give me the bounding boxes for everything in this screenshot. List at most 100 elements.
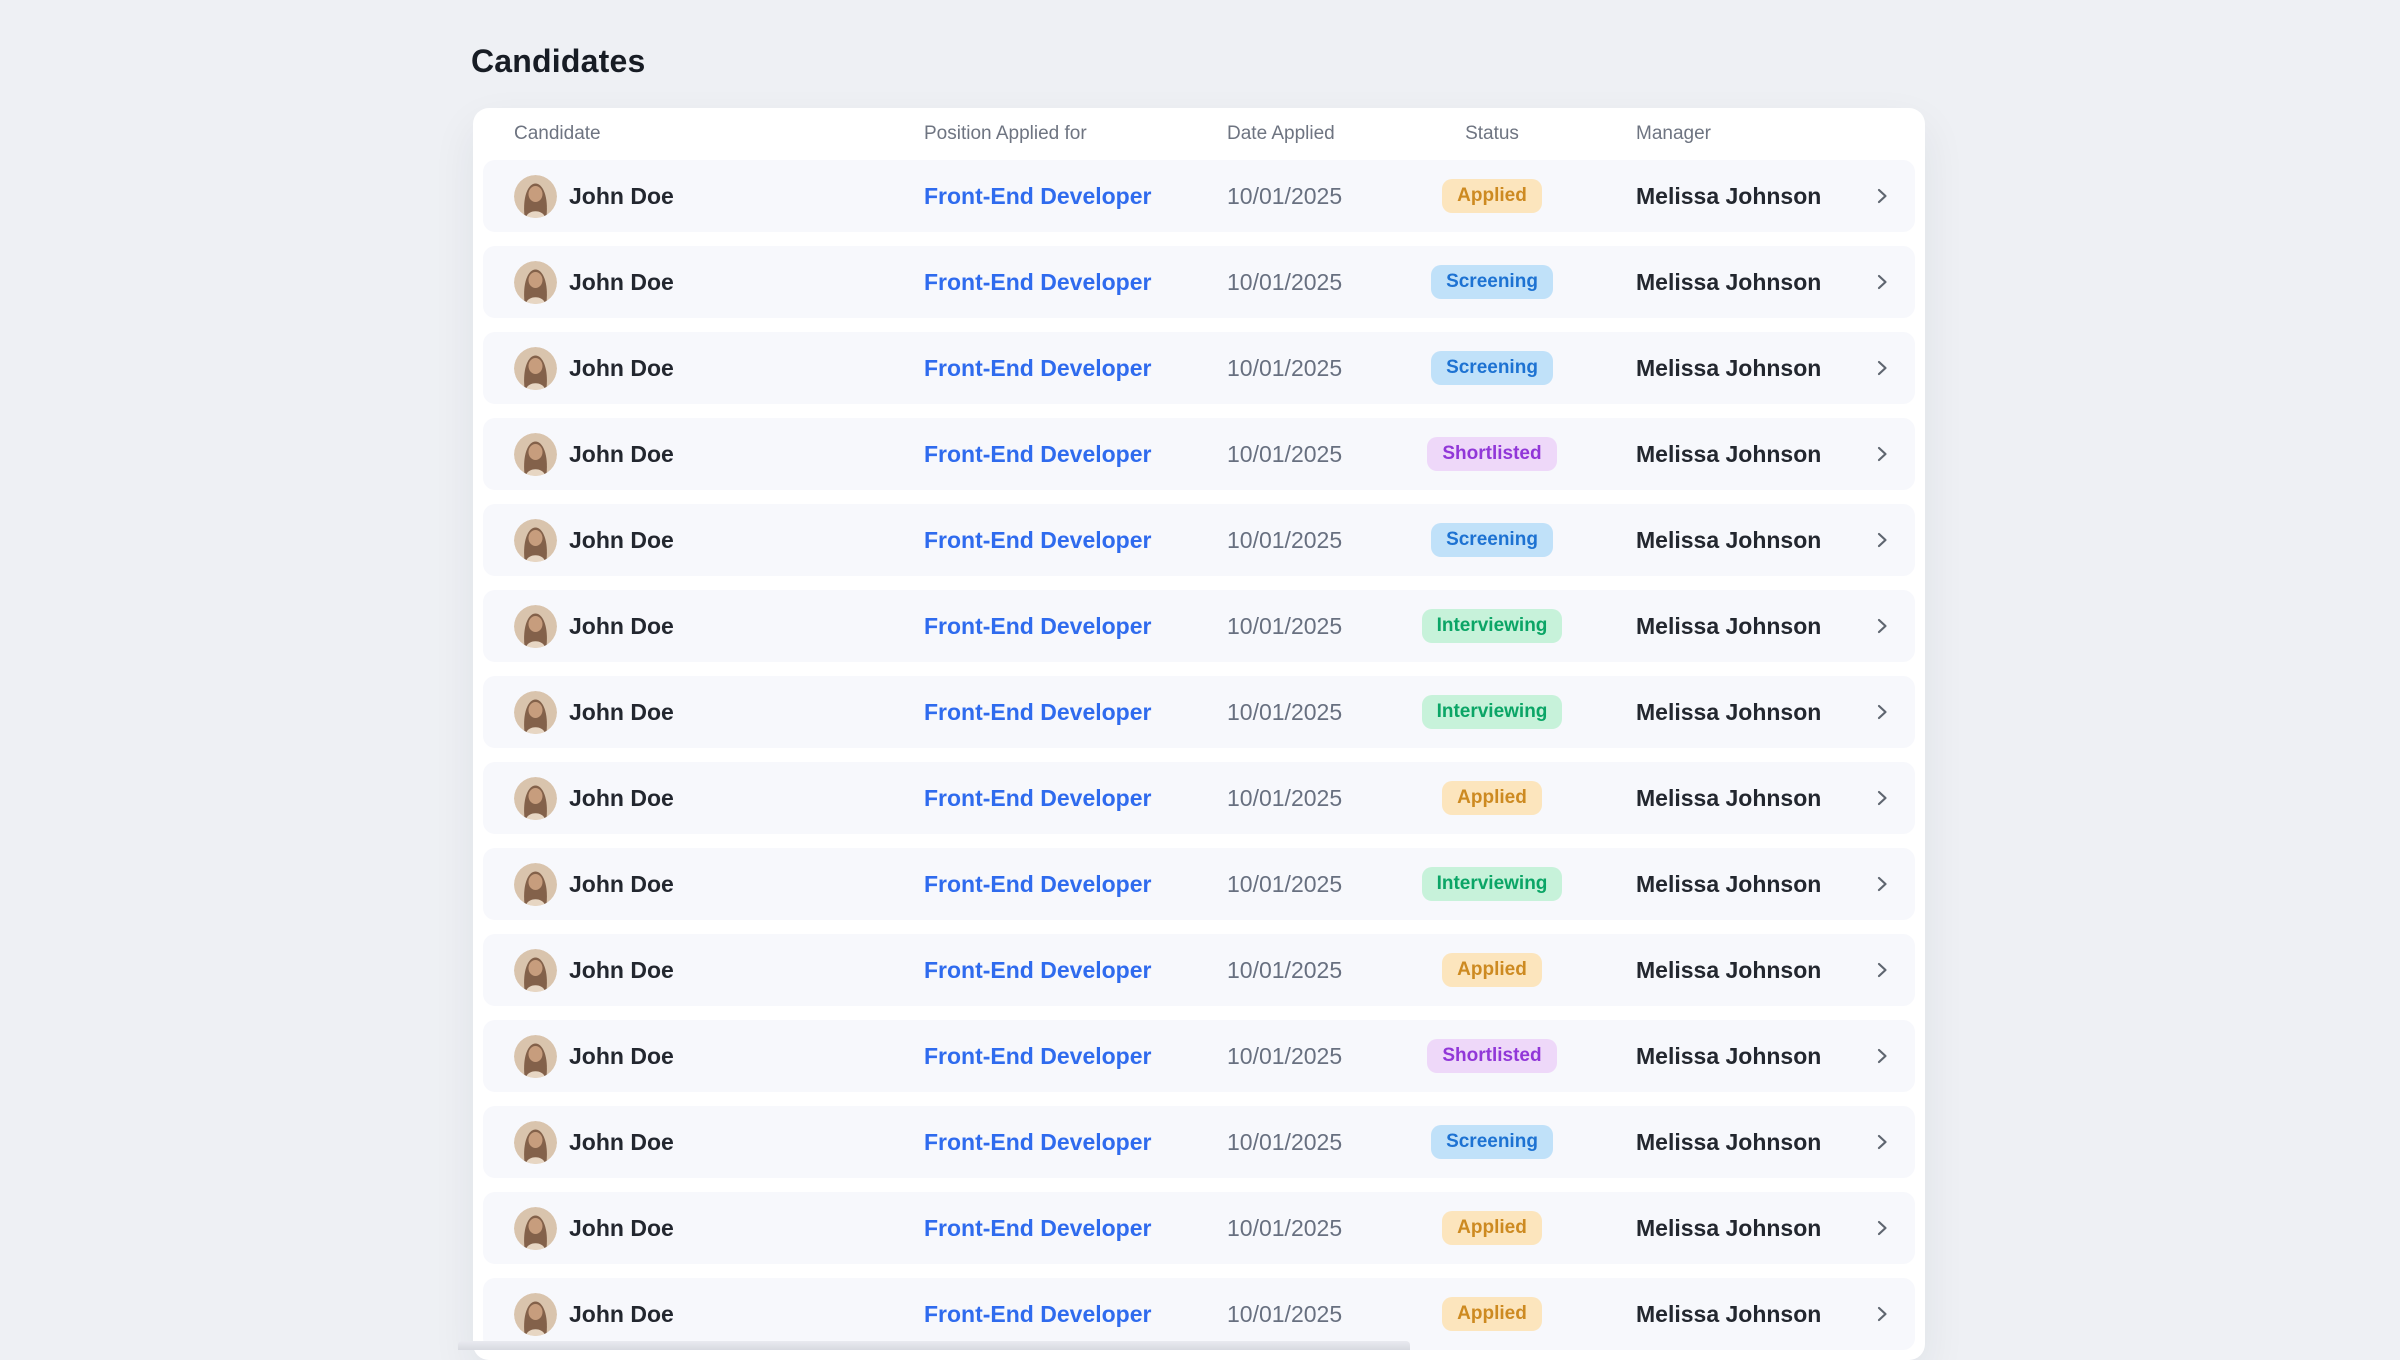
table-row[interactable]: John Doe Front-End Developer 10/01/2025 … [483, 848, 1915, 920]
date-applied: 10/01/2025 [1227, 354, 1343, 381]
position-link[interactable]: Front-End Developer [924, 784, 1152, 811]
candidate-avatar [514, 862, 557, 906]
status-badge: Shortlisted [1427, 1038, 1557, 1074]
date-applied: 10/01/2025 [1227, 1128, 1343, 1155]
table-row[interactable]: John Doe Front-End Developer 10/01/2025 … [483, 590, 1915, 662]
candidate-name: John Doe [569, 440, 674, 467]
horizontal-scrollbar[interactable] [458, 1341, 1410, 1350]
manager-name: Melissa Johnson [1636, 612, 1822, 639]
date-applied: 10/01/2025 [1227, 182, 1343, 209]
candidate-avatar [514, 1120, 557, 1164]
manager-name: Melissa Johnson [1636, 1042, 1822, 1069]
date-applied: 10/01/2025 [1227, 1042, 1343, 1069]
position-link[interactable]: Front-End Developer [924, 1042, 1152, 1069]
chevron-right-icon[interactable] [1855, 1303, 1915, 1325]
table-row[interactable]: John Doe Front-End Developer 10/01/2025 … [483, 762, 1915, 834]
position-link[interactable]: Front-End Developer [924, 612, 1152, 639]
candidate-name: John Doe [569, 612, 674, 639]
candidate-avatar [514, 1206, 557, 1250]
table-row[interactable]: John Doe Front-End Developer 10/01/2025 … [483, 246, 1915, 318]
candidate-avatar [514, 518, 557, 562]
position-link[interactable]: Front-End Developer [924, 440, 1152, 467]
position-link[interactable]: Front-End Developer [924, 526, 1152, 553]
position-link[interactable]: Front-End Developer [924, 956, 1152, 983]
chevron-right-icon[interactable] [1855, 787, 1915, 809]
chevron-right-icon[interactable] [1855, 873, 1915, 895]
manager-name: Melissa Johnson [1636, 1300, 1822, 1327]
chevron-right-icon[interactable] [1855, 1045, 1915, 1067]
chevron-right-icon[interactable] [1855, 443, 1915, 465]
date-applied: 10/01/2025 [1227, 268, 1343, 295]
manager-name: Melissa Johnson [1636, 784, 1822, 811]
table-row[interactable]: John Doe Front-End Developer 10/01/2025 … [483, 934, 1915, 1006]
table-row[interactable]: John Doe Front-End Developer 10/01/2025 … [483, 1192, 1915, 1264]
position-link[interactable]: Front-End Developer [924, 1214, 1152, 1241]
candidate-name: John Doe [569, 1214, 674, 1241]
chevron-right-icon[interactable] [1855, 357, 1915, 379]
position-link[interactable]: Front-End Developer [924, 354, 1152, 381]
status-badge: Screening [1431, 522, 1553, 558]
manager-name: Melissa Johnson [1636, 870, 1822, 897]
position-link[interactable]: Front-End Developer [924, 268, 1152, 295]
candidate-avatar [514, 174, 557, 218]
status-badge: Applied [1442, 1210, 1542, 1246]
chevron-right-icon[interactable] [1855, 529, 1915, 551]
candidate-avatar [514, 260, 557, 304]
date-applied: 10/01/2025 [1227, 1214, 1343, 1241]
table-row[interactable]: John Doe Front-End Developer 10/01/2025 … [483, 332, 1915, 404]
date-applied: 10/01/2025 [1227, 612, 1343, 639]
date-applied: 10/01/2025 [1227, 1300, 1343, 1327]
chevron-right-icon[interactable] [1855, 1217, 1915, 1239]
candidate-avatar [514, 1292, 557, 1336]
status-badge: Screening [1431, 350, 1553, 386]
table-row[interactable]: John Doe Front-End Developer 10/01/2025 … [483, 160, 1915, 232]
chevron-right-icon[interactable] [1855, 959, 1915, 981]
manager-name: Melissa Johnson [1636, 956, 1822, 983]
table-header-row: Candidate Position Applied for Date Appl… [483, 108, 1915, 160]
table-row[interactable]: John Doe Front-End Developer 10/01/2025 … [483, 504, 1915, 576]
status-badge: Interviewing [1421, 694, 1563, 730]
status-badge: Applied [1442, 952, 1542, 988]
table-row[interactable]: John Doe Front-End Developer 10/01/2025 … [483, 1020, 1915, 1092]
table-row[interactable]: John Doe Front-End Developer 10/01/2025 … [483, 676, 1915, 748]
position-link[interactable]: Front-End Developer [924, 1128, 1152, 1155]
column-header-manager: Manager [1636, 123, 1711, 144]
position-link[interactable]: Front-End Developer [924, 870, 1152, 897]
status-badge: Interviewing [1421, 608, 1563, 644]
chevron-right-icon[interactable] [1855, 185, 1915, 207]
candidate-name: John Doe [569, 870, 674, 897]
chevron-right-icon[interactable] [1855, 271, 1915, 293]
column-header-candidate: Candidate [514, 123, 601, 144]
status-badge: Screening [1431, 1124, 1553, 1160]
candidate-avatar [514, 432, 557, 476]
position-link[interactable]: Front-End Developer [924, 182, 1152, 209]
candidates-table-card: Candidate Position Applied for Date Appl… [473, 108, 1925, 1360]
date-applied: 10/01/2025 [1227, 870, 1343, 897]
candidate-name: John Doe [569, 1128, 674, 1155]
table-row[interactable]: John Doe Front-End Developer 10/01/2025 … [483, 1278, 1915, 1350]
status-badge: Shortlisted [1427, 436, 1557, 472]
table-row[interactable]: John Doe Front-End Developer 10/01/2025 … [483, 418, 1915, 490]
manager-name: Melissa Johnson [1636, 354, 1822, 381]
chevron-right-icon[interactable] [1855, 701, 1915, 723]
table-row[interactable]: John Doe Front-End Developer 10/01/2025 … [483, 1106, 1915, 1178]
manager-name: Melissa Johnson [1636, 440, 1822, 467]
position-link[interactable]: Front-End Developer [924, 698, 1152, 725]
candidate-name: John Doe [569, 698, 674, 725]
candidate-name: John Doe [569, 956, 674, 983]
manager-name: Melissa Johnson [1636, 526, 1822, 553]
candidate-name: John Doe [569, 354, 674, 381]
position-link[interactable]: Front-End Developer [924, 1300, 1152, 1327]
page-title: Candidates [471, 43, 646, 80]
candidate-name: John Doe [569, 784, 674, 811]
chevron-right-icon[interactable] [1855, 1131, 1915, 1153]
candidate-name: John Doe [569, 1042, 674, 1069]
chevron-right-icon[interactable] [1855, 615, 1915, 637]
manager-name: Melissa Johnson [1636, 698, 1822, 725]
candidate-avatar [514, 604, 557, 648]
status-badge: Applied [1442, 178, 1542, 214]
column-header-position: Position Applied for [924, 123, 1087, 144]
status-badge: Interviewing [1421, 866, 1563, 902]
candidate-avatar [514, 346, 557, 390]
candidate-avatar [514, 948, 557, 992]
